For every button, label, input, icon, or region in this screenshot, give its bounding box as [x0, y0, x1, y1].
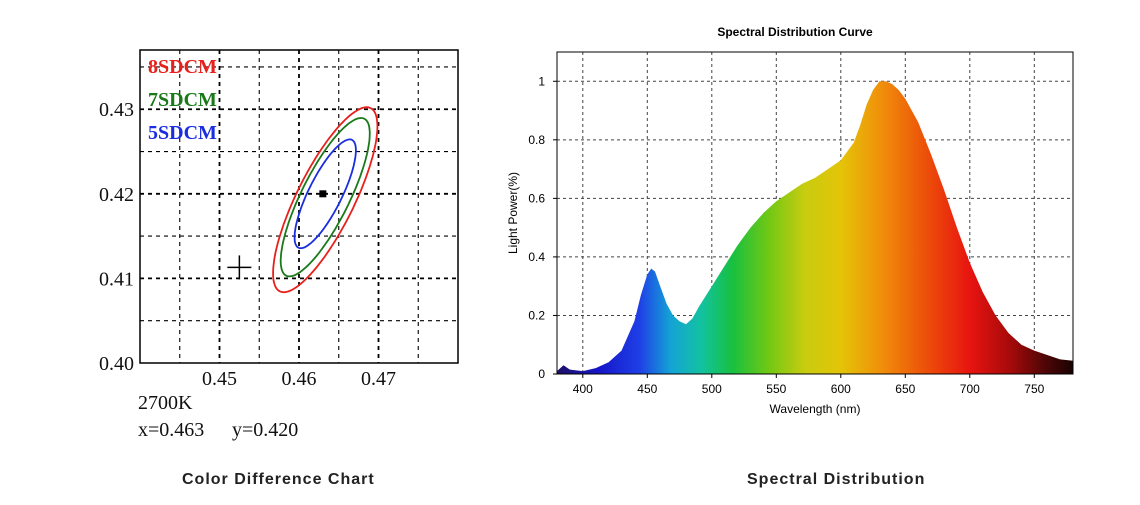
- left-tick-labels: 0.45 0.46 0.47 0.40 0.41 0.42 0.43: [99, 99, 396, 390]
- right-y-tick-label: 0.2: [528, 308, 545, 322]
- left-y-tick-label: 0.42: [99, 184, 134, 206]
- cct-label: 2700K: [138, 392, 193, 414]
- left-caption: Color Difference Chart: [182, 471, 375, 488]
- left-x-tick-label: 0.45: [202, 368, 237, 390]
- ellipse-5sdcm: [293, 138, 357, 250]
- right-y-tick-label: 1: [538, 74, 545, 88]
- right-y-tick-label: 0.4: [528, 250, 545, 264]
- sdcm-ellipses: [272, 106, 379, 294]
- legend-5sdcm: 5SDCM: [148, 122, 217, 144]
- right-x-tick-label: 550: [766, 382, 786, 396]
- right-tick-labels: 400 450 500 550 600 650 700 750 0 0.2 0.4 0.6 0.8 1: [528, 74, 1044, 396]
- right-x-tick-label: 700: [960, 382, 980, 396]
- right-y-tick-label: 0.6: [528, 191, 545, 205]
- left-gridlines: [140, 50, 458, 363]
- coord-y-label: y=0.420: [232, 419, 298, 441]
- left-y-tick-label: 0.43: [99, 99, 134, 121]
- left-y-tick-label: 0.40: [99, 353, 134, 375]
- legend-7sdcm: 7SDCM: [148, 89, 217, 111]
- chromaticity-points: [227, 190, 327, 280]
- ellipse-7sdcm: [279, 117, 371, 278]
- spectrum-area: [557, 81, 1073, 374]
- right-x-tick-label: 450: [637, 382, 657, 396]
- left-plot-frame: [139, 49, 459, 364]
- right-caption: Spectral Distribution: [747, 471, 926, 488]
- right-y-tick-label: 0: [538, 367, 545, 381]
- right-y-tick-label: 0.8: [528, 133, 545, 147]
- right-x-tick-label: 400: [573, 382, 593, 396]
- left-x-tick-label: 0.46: [282, 368, 317, 390]
- left-y-tick-label: 0.41: [99, 268, 134, 290]
- ellipse-8sdcm: [272, 106, 379, 294]
- spectral-chart-title: Spectral Distribution Curve: [717, 25, 873, 39]
- center-point: [319, 190, 327, 198]
- spectral-distribution-chart: Spectral Distribution Curve 400 450 500 550…: [506, 25, 1074, 416]
- spectral-x-axis-label: Wavelength (nm): [770, 402, 861, 416]
- spectral-y-axis-label: Light Power(%): [506, 172, 520, 254]
- color-difference-chart: 0.45 0.46 0.47 0.40 0.41 0.42 0.43 8SDCM 7SDCM 5…: [99, 49, 459, 441]
- right-x-tick-label: 750: [1024, 382, 1044, 396]
- right-x-tick-label: 500: [702, 382, 722, 396]
- right-x-tick-label: 650: [895, 382, 915, 396]
- coord-x-label: x=0.463: [138, 419, 204, 441]
- legend-8sdcm: 8SDCM: [148, 56, 217, 78]
- sdcm-legend: 8SDCM 7SDCM 5SDCM: [148, 56, 217, 144]
- right-x-tick-label: 600: [831, 382, 851, 396]
- right-plot-border: [556, 51, 1074, 375]
- left-x-tick-label: 0.47: [361, 368, 396, 390]
